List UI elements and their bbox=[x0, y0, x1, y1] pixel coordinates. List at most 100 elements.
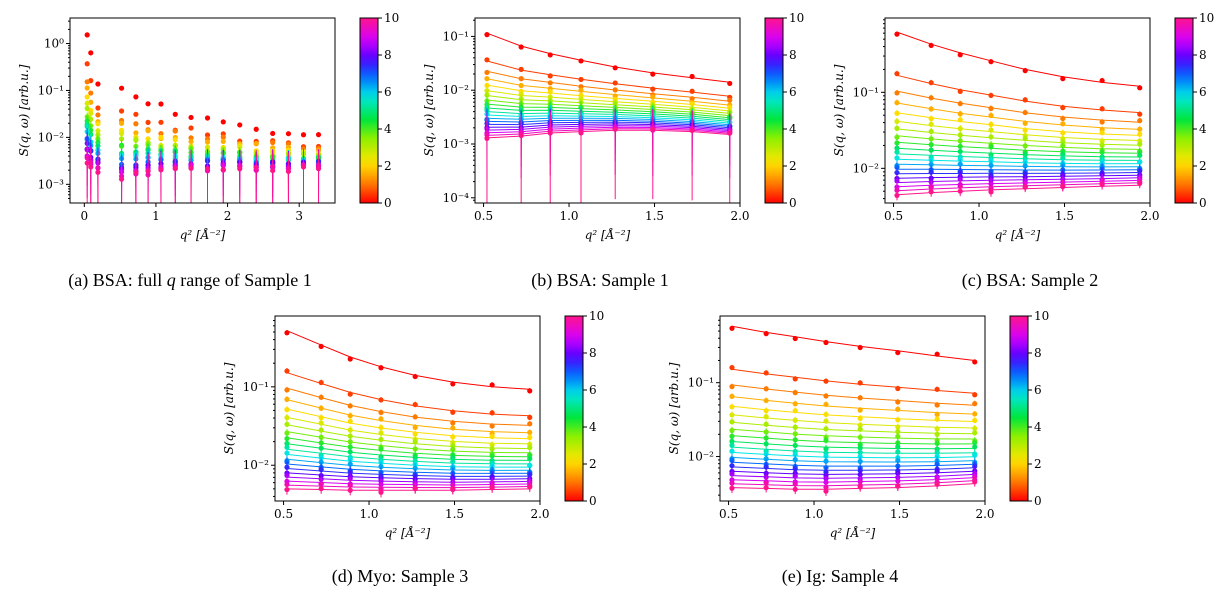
fit-line bbox=[896, 163, 1140, 168]
x-tick-label: 1.0 bbox=[969, 209, 988, 223]
data-point bbox=[763, 414, 769, 420]
data-point bbox=[450, 486, 456, 492]
data-point bbox=[547, 52, 553, 58]
data-point bbox=[237, 122, 243, 128]
data-point bbox=[188, 114, 194, 121]
data-point bbox=[284, 450, 290, 456]
panel-b: 0.5 1.0 1.5 2.0 10⁻⁴ 10⁻³ 10⁻² 10⁻¹ q² [Å⁻²] S(q,… bbox=[405, 0, 818, 250]
data-point bbox=[1060, 143, 1066, 149]
data-point bbox=[318, 405, 324, 411]
colorbar bbox=[1009, 315, 1029, 502]
axes-frame bbox=[884, 17, 1151, 204]
data-point bbox=[84, 85, 90, 91]
data-point bbox=[928, 169, 934, 175]
fit-line bbox=[731, 428, 975, 440]
chart-a: 0 1 2 3 10⁻³ 10⁻² 10⁻¹ 10⁰ q² [Å⁻²] S(q, ω) [arb.… bbox=[17, 11, 413, 242]
chart-b: 0.5 1.0 1.5 2.0 10⁻⁴ 10⁻³ 10⁻² 10⁻¹ q² [Å⁻²] S(q,… bbox=[422, 11, 818, 242]
data-point bbox=[347, 418, 353, 424]
data-point bbox=[158, 134, 164, 140]
data-point bbox=[857, 426, 863, 432]
colorbar-tick-label: 0 bbox=[1199, 196, 1207, 210]
fit-line bbox=[286, 437, 530, 458]
data-point bbox=[450, 409, 456, 415]
panel-e: 0.5 1.0 1.5 2.0 10⁻² 10⁻¹ q² [Å⁻²] S(q, ω) [arb… bbox=[650, 298, 1063, 548]
data-point bbox=[972, 417, 978, 424]
data-point bbox=[972, 392, 978, 398]
series-0 bbox=[894, 31, 1143, 91]
fit-line bbox=[286, 480, 530, 486]
fit-line bbox=[486, 119, 730, 127]
series-19 bbox=[484, 109, 733, 203]
colorbar-label: ħω [μeV] bbox=[804, 83, 805, 137]
data-point bbox=[412, 373, 418, 380]
fit-line bbox=[486, 78, 730, 106]
data-point bbox=[895, 424, 901, 430]
colorbar-tick-label: 2 bbox=[384, 159, 392, 173]
data-point bbox=[988, 162, 994, 168]
data-point bbox=[1099, 182, 1105, 188]
data-point bbox=[412, 465, 418, 471]
data-point bbox=[489, 453, 495, 459]
data-point bbox=[285, 168, 292, 175]
fit-line bbox=[896, 184, 1140, 196]
data-point bbox=[763, 408, 769, 414]
fit-line bbox=[731, 325, 975, 361]
data-point bbox=[1137, 131, 1143, 137]
colorbar-tick-label: 8 bbox=[789, 48, 797, 62]
data-point bbox=[1060, 130, 1066, 136]
data-point bbox=[972, 452, 978, 458]
fit-line bbox=[486, 84, 730, 109]
data-point bbox=[220, 134, 226, 140]
data-point bbox=[957, 148, 963, 155]
data-point bbox=[729, 404, 735, 410]
data-point bbox=[84, 32, 90, 38]
data-point bbox=[284, 435, 290, 442]
data-point bbox=[578, 87, 584, 93]
fit-line bbox=[286, 476, 530, 483]
data-point bbox=[957, 161, 963, 167]
colorbar-tick-label: 6 bbox=[1034, 383, 1042, 397]
data-point bbox=[1022, 184, 1028, 190]
series-19 bbox=[284, 480, 533, 498]
series-0 bbox=[729, 325, 978, 365]
data-point bbox=[347, 444, 353, 450]
data-point bbox=[650, 126, 656, 132]
data-point bbox=[450, 459, 456, 465]
caption-d: (d) Myo: Sample 3 bbox=[260, 566, 540, 587]
data-point bbox=[489, 410, 495, 416]
data-point bbox=[484, 88, 490, 94]
series-1 bbox=[84, 61, 322, 150]
data-point bbox=[763, 441, 769, 447]
data-point bbox=[934, 426, 940, 432]
data-point bbox=[412, 431, 418, 437]
data-point bbox=[1060, 183, 1066, 189]
data-point bbox=[220, 138, 226, 145]
fit-line bbox=[896, 102, 1140, 130]
fit-line bbox=[486, 129, 730, 139]
data-point bbox=[928, 189, 934, 195]
fit-line bbox=[286, 330, 530, 390]
x-axis-label: q² [Å⁻²] bbox=[830, 525, 876, 540]
data-point bbox=[450, 420, 456, 426]
data-point bbox=[612, 93, 618, 99]
series-5 bbox=[729, 411, 978, 432]
data-point bbox=[1060, 155, 1066, 161]
data-point bbox=[484, 82, 490, 89]
y-tick-label: 10⁰ bbox=[44, 37, 64, 51]
series-2 bbox=[729, 383, 978, 408]
colorbar-tick-label: 4 bbox=[1034, 420, 1042, 434]
fit-line bbox=[286, 463, 530, 474]
data-point bbox=[972, 411, 978, 417]
y-tick-label: 10⁻³ bbox=[443, 137, 470, 151]
fit-line bbox=[486, 70, 730, 102]
data-point bbox=[988, 105, 994, 112]
x-tick-label: 1.5 bbox=[445, 507, 464, 521]
data-point bbox=[729, 384, 735, 390]
fit-line bbox=[731, 396, 975, 415]
series-1 bbox=[284, 368, 533, 420]
data-point bbox=[857, 484, 863, 490]
data-point bbox=[972, 479, 978, 485]
fit-line bbox=[486, 114, 730, 124]
colorbar-tick-label: 8 bbox=[1034, 346, 1042, 360]
data-point bbox=[957, 88, 963, 95]
